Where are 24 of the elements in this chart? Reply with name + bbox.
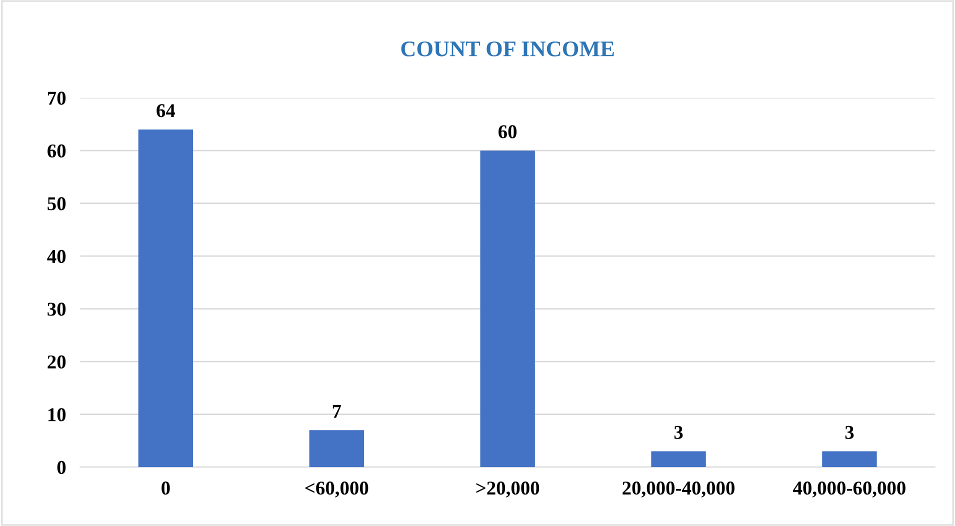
y-tick-label: 60 bbox=[48, 144, 66, 158]
x-tick-label: >20,000 bbox=[476, 482, 540, 498]
y-tick-label: 70 bbox=[48, 92, 66, 105]
x-tick-label: 20,000-40,000 bbox=[622, 482, 734, 498]
y-tick-label: 20 bbox=[48, 355, 66, 369]
data-label: 3 bbox=[674, 426, 683, 439]
y-tick-label: 10 bbox=[48, 408, 66, 422]
bar bbox=[138, 129, 194, 468]
y-tick-label: 0 bbox=[57, 460, 66, 474]
x-tick-label: <60,000 bbox=[305, 482, 368, 498]
chart-title: COUNT OF INCOME bbox=[401, 41, 614, 56]
bar bbox=[822, 451, 877, 468]
x-tick-label: 40,000-60,000 bbox=[793, 482, 906, 498]
bar bbox=[651, 451, 706, 468]
data-label: 3 bbox=[845, 426, 854, 439]
data-label: 64 bbox=[156, 104, 176, 118]
y-tick-label: 30 bbox=[48, 302, 66, 316]
bar bbox=[309, 430, 364, 468]
y-tick-label: 50 bbox=[48, 197, 66, 210]
data-label: 7 bbox=[332, 404, 342, 418]
data-label: 60 bbox=[498, 125, 517, 138]
y-tick-label: 40 bbox=[47, 250, 66, 264]
bar bbox=[480, 150, 535, 468]
x-tick-label: 0 bbox=[162, 482, 170, 495]
